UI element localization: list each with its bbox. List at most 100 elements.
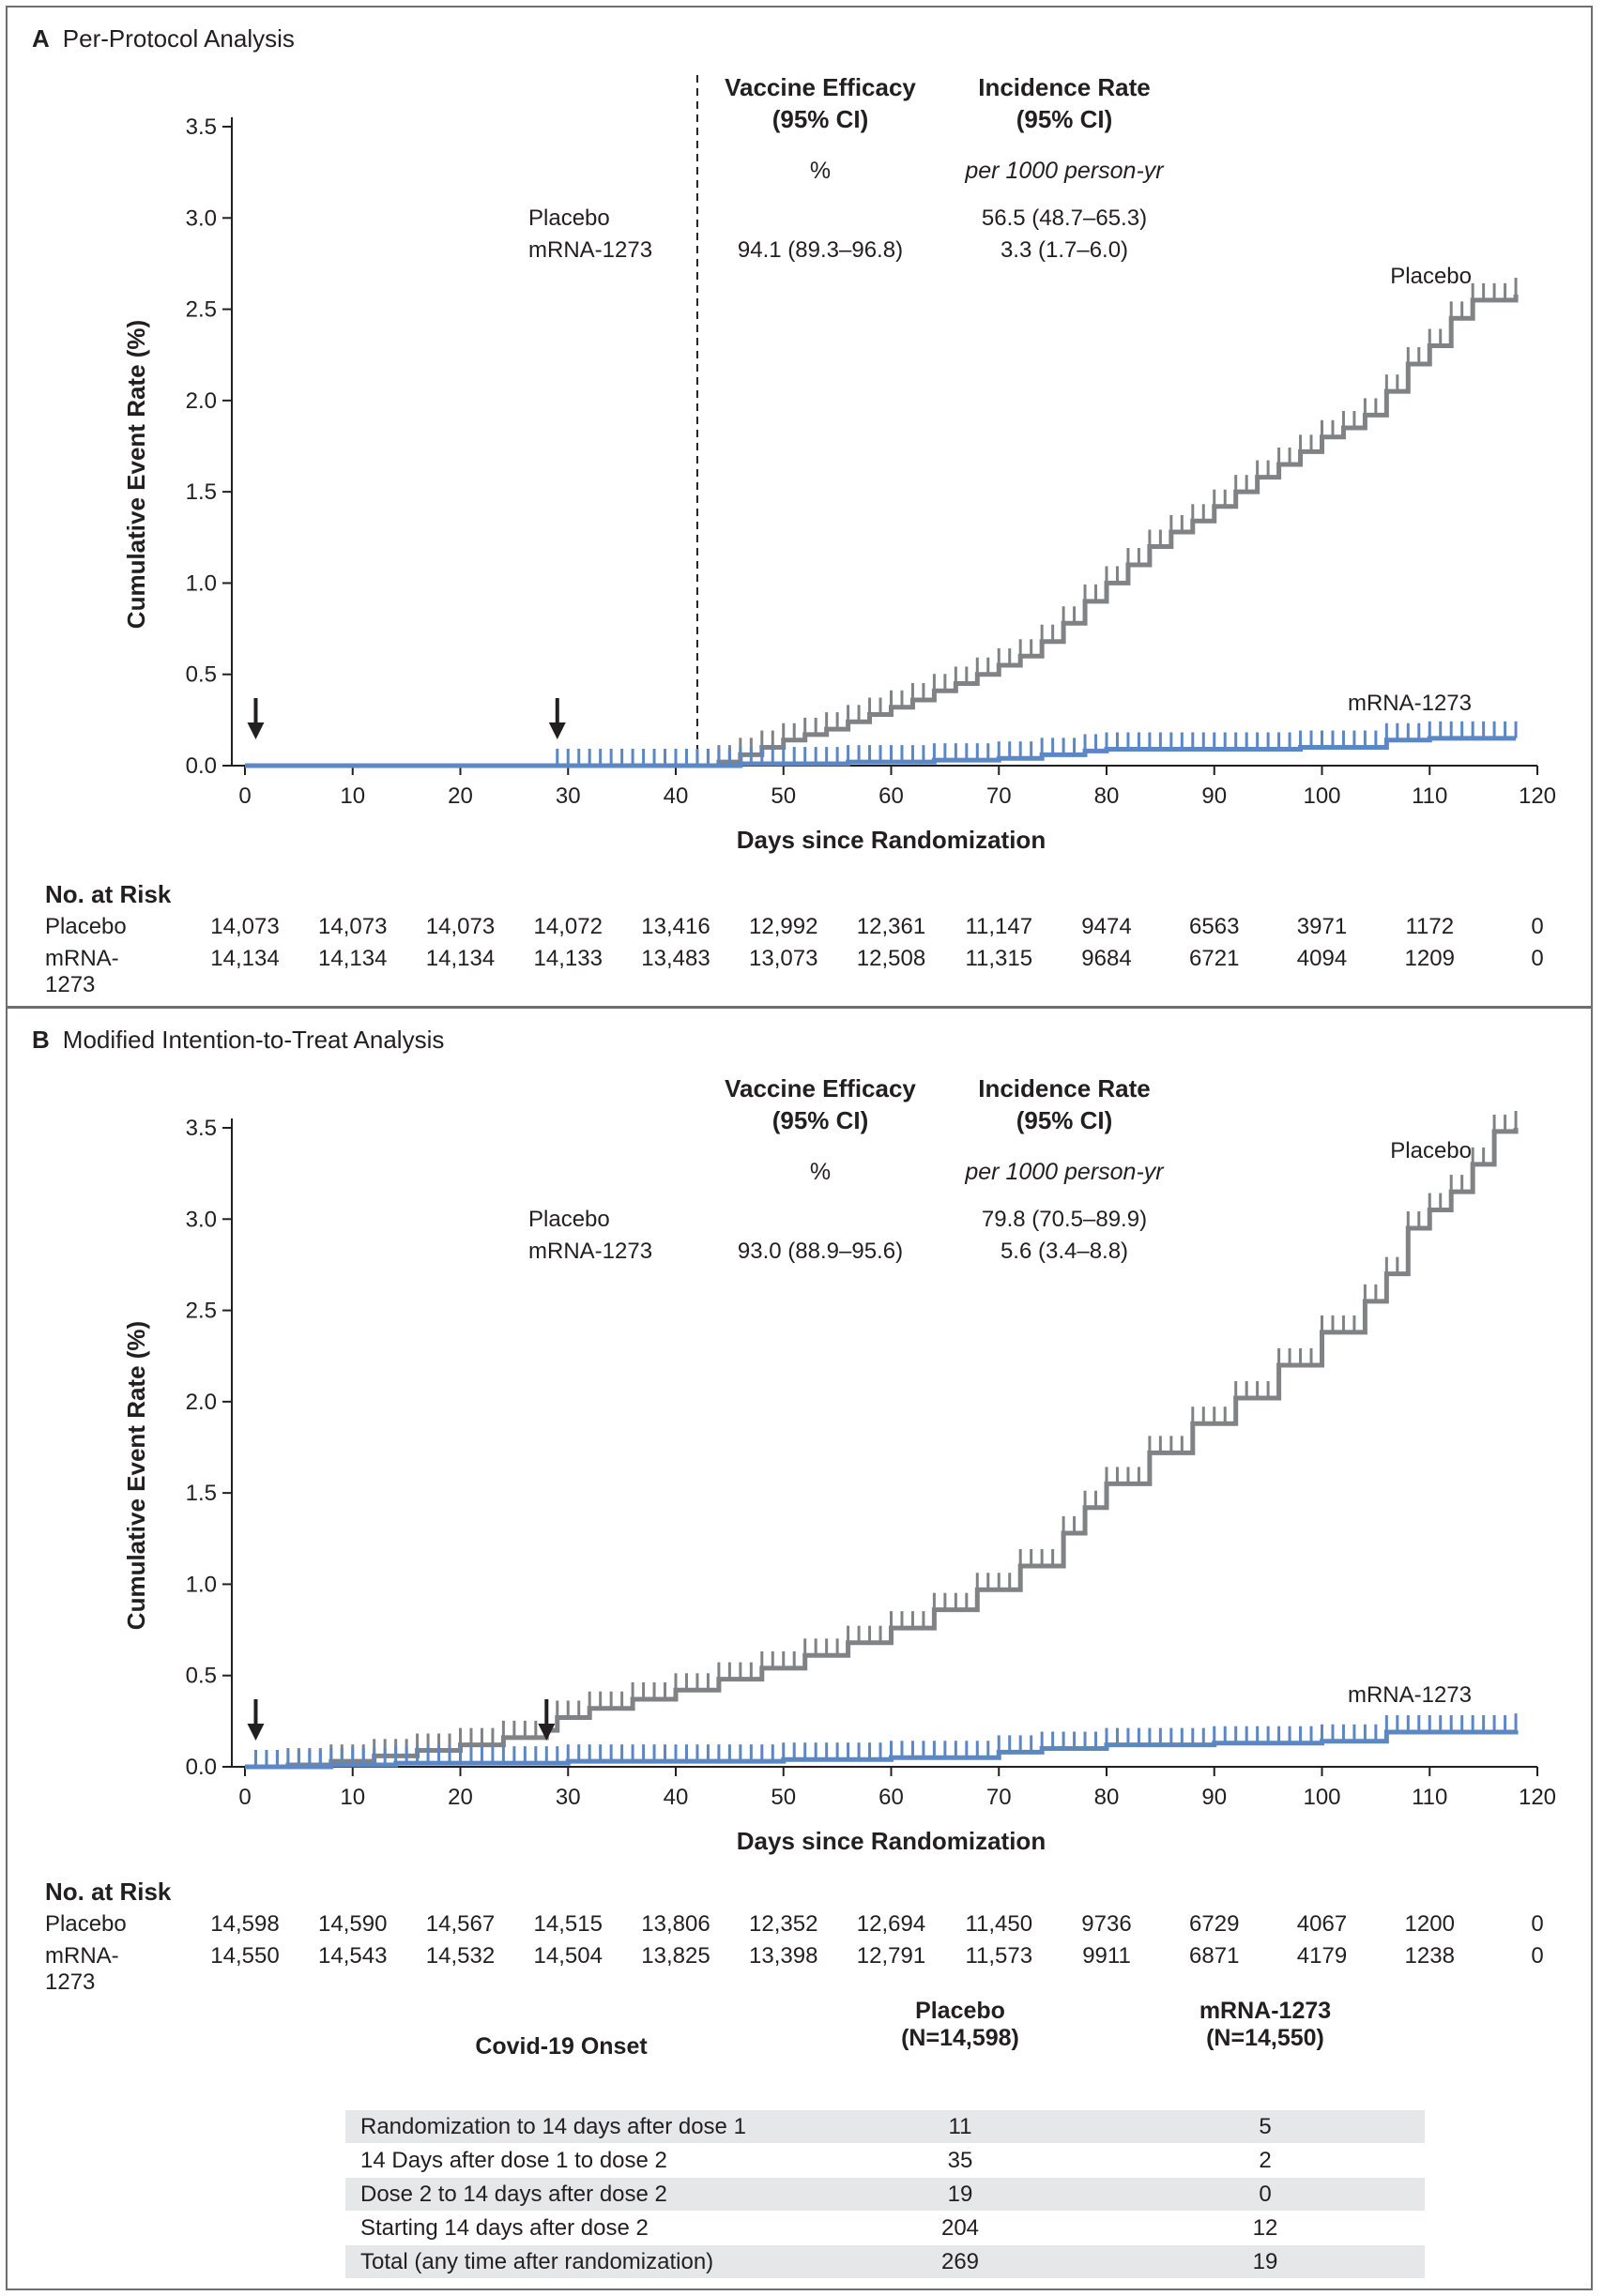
x-tick-label-b-10: 100 [1303, 1785, 1340, 1810]
onset-row-placebo: 269 [940, 2249, 980, 2274]
y-tick-label-a-0: 0.0 [186, 753, 217, 779]
at-risk-value-placebo-b-12: 0 [1531, 1911, 1544, 1937]
onset-col-placebo: Placebo (N=14,598) [890, 1998, 1031, 2052]
efficacy-value-vaccine-b: 93.0 (88.9–95.6) [738, 1239, 903, 1264]
x-tick-label-a-9: 90 [1201, 783, 1227, 809]
panel-b-title: B Modified Intention-to-Treat Analysis [32, 1026, 444, 1055]
at-risk-value-placebo-a-5: 12,992 [749, 914, 818, 939]
x-tick-label-b-11: 110 [1412, 1785, 1447, 1810]
onset-row-label: Randomization to 14 days after dose 1 [360, 2114, 746, 2139]
y-tick-label-b-6: 3.0 [186, 1207, 217, 1232]
y-tick-label-a-3: 1.5 [186, 479, 217, 505]
series-placebo-line-a [245, 295, 1519, 768]
x-tick-label-b-0: 0 [238, 1785, 251, 1810]
y-tick-label-b-5: 2.5 [186, 1299, 217, 1324]
panel-b-letter: B [32, 1026, 50, 1054]
incidence-header-a: Incidence Rate [978, 73, 1151, 101]
onset-row-label: Dose 2 to 14 days after dose 2 [360, 2182, 667, 2207]
incidence-value-placebo-a: 56.5 (48.7–65.3) [982, 205, 1147, 231]
at-risk-value-vaccine-b-8: 9911 [1082, 1943, 1131, 1969]
onset-row-label: Total (any time after randomization) [360, 2249, 714, 2274]
onset-row-placebo: 204 [940, 2215, 980, 2241]
panel-a-title: A Per-Protocol Analysis [32, 24, 295, 53]
at-risk-value-placebo-b-10: 4067 [1296, 1911, 1348, 1937]
onset-row: Randomization to 14 days after dose 1 11 5 [345, 2110, 1425, 2143]
dose-arrow-head-b-0 [247, 1724, 265, 1741]
at-risk-value-placebo-b-2: 14,567 [425, 1911, 496, 1937]
onset-row-placebo: 35 [947, 2148, 973, 2173]
km-chart-b: 0 10 20 30 40 50 60 70 80 90 100 110 120 0.0 0.5 1.0 1.5… [122, 1074, 1556, 1855]
efficacy-group-placebo-b: Placebo [528, 1207, 610, 1232]
incidence-value-placebo-b: 79.8 (70.5–89.9) [982, 1207, 1147, 1232]
at-risk-value-placebo-b-8: 9736 [1081, 1911, 1132, 1937]
efficacy-unit-b: % [810, 1159, 831, 1185]
at-risk-value-placebo-b-4: 13,806 [641, 1911, 710, 1937]
efficacy-header-b: Vaccine Efficacy [725, 1074, 916, 1102]
at-risk-value-placebo-a-6: 12,361 [856, 914, 926, 939]
onset-col-vaccine-name: mRNA-1273 [1199, 1998, 1332, 2024]
onset-row-vaccine: 0 [1259, 2182, 1272, 2207]
onset-row-placebo: 11 [948, 2114, 972, 2139]
y-tick-label-b-0: 0.0 [186, 1755, 217, 1780]
at-risk-value-placebo-a-12: 0 [1531, 914, 1544, 939]
at-risk-value-vaccine-b-5: 13,398 [749, 1943, 818, 1969]
incidence-header-b: Incidence Rate [978, 1074, 1151, 1102]
x-tick-label-b-4: 40 [664, 1785, 689, 1810]
onset-row-vaccine: 5 [1259, 2114, 1272, 2139]
at-risk-value-placebo-a-2: 14,073 [425, 914, 496, 939]
efficacy-group-vaccine-a: mRNA-1273 [528, 237, 652, 263]
y-tick-label-b-2: 1.0 [186, 1572, 217, 1597]
onset-row: 14 Days after dose 1 to dose 2 35 2 [345, 2144, 1425, 2177]
onset-col-vaccine: mRNA-1273 (N=14,550) [1185, 1998, 1345, 2052]
at-risk-value-vaccine-a-3: 14,133 [533, 946, 603, 971]
onset-col-placebo-name: Placebo [915, 1998, 1005, 2024]
incidence-unit-a: per 1000 person-yr [964, 158, 1165, 184]
efficacy-header-a: Vaccine Efficacy [725, 73, 916, 101]
incidence-unit-b: per 1000 person-yr [964, 1159, 1165, 1185]
x-axis-title-b: Days since Randomization [737, 1827, 1046, 1855]
efficacy-ci-header-a: (95% CI) [772, 105, 869, 133]
at-risk-value-placebo-b-3: 14,515 [533, 1911, 603, 1937]
panel-a-letter: A [32, 24, 50, 53]
onset-row-vaccine: 19 [1252, 2249, 1278, 2274]
x-tick-label-b-1: 10 [340, 1785, 365, 1810]
at-risk-value-placebo-b-6: 12,694 [856, 1911, 926, 1937]
at-risk-value-placebo-a-9: 6563 [1189, 914, 1240, 939]
y-tick-label-a-5: 2.5 [186, 297, 217, 323]
at-risk-value-vaccine-a-11: 1209 [1404, 946, 1455, 971]
y-tick-label-a-6: 3.0 [186, 205, 217, 231]
efficacy-group-placebo-a: Placebo [528, 205, 610, 231]
y-tick-label-a-7: 3.5 [186, 114, 217, 140]
at-risk-value-vaccine-a-9: 6721 [1189, 946, 1240, 971]
series-label-placebo-b: Placebo [1390, 1138, 1472, 1163]
onset-header: Covid-19 Onset [475, 2033, 648, 2060]
at-risk-value-placebo-b-0: 14,598 [210, 1911, 280, 1937]
dose-arrow-head-a-0 [247, 722, 265, 739]
onset-row: Total (any time after randomization) 269 1… [345, 2245, 1425, 2278]
x-tick-label-a-0: 0 [238, 783, 251, 809]
at-risk-value-placebo-a-1: 14,073 [318, 914, 388, 939]
series-vaccine-line-a [245, 736, 1517, 768]
y-tick-label-b-1: 0.5 [186, 1664, 217, 1689]
incidence-value-vaccine-b: 5.6 (3.4–8.8) [1001, 1239, 1128, 1264]
efficacy-ci-header-b: (95% CI) [772, 1106, 869, 1134]
at-risk-value-vaccine-b-0: 14,550 [210, 1943, 280, 1969]
y-tick-label-a-1: 0.5 [186, 662, 217, 688]
panel-a: A Per-Protocol Analysis 0 10 20 30 40 50 60 70 80… [6, 6, 1593, 1008]
at-risk-value-placebo-b-7: 11,450 [965, 1911, 1033, 1937]
x-tick-label-a-3: 30 [556, 783, 581, 809]
y-axis-title-b: Cumulative Event Rate (%) [122, 1321, 150, 1630]
at-risk-value-vaccine-a-1: 14,134 [318, 946, 388, 971]
at-risk-value-vaccine-a-4: 13,483 [641, 946, 710, 971]
at-risk-value-vaccine-a-6: 12,508 [856, 946, 926, 971]
at-risk-value-vaccine-b-9: 6871 [1189, 1943, 1240, 1969]
at-risk-value-vaccine-a-10: 4094 [1296, 946, 1348, 971]
onset-row-placebo: 19 [947, 2182, 973, 2207]
x-tick-label-b-7: 70 [986, 1785, 1012, 1810]
y-tick-label-b-4: 2.0 [186, 1390, 217, 1415]
onset-row-vaccine: 2 [1259, 2148, 1272, 2173]
at-risk-title-a: No. at Risk [45, 880, 172, 908]
x-tick-label-a-2: 20 [448, 783, 473, 809]
at-risk-value-vaccine-b-3: 14,504 [533, 1943, 603, 1969]
at-risk-label-vaccine-a: mRNA-1273 [45, 946, 119, 997]
